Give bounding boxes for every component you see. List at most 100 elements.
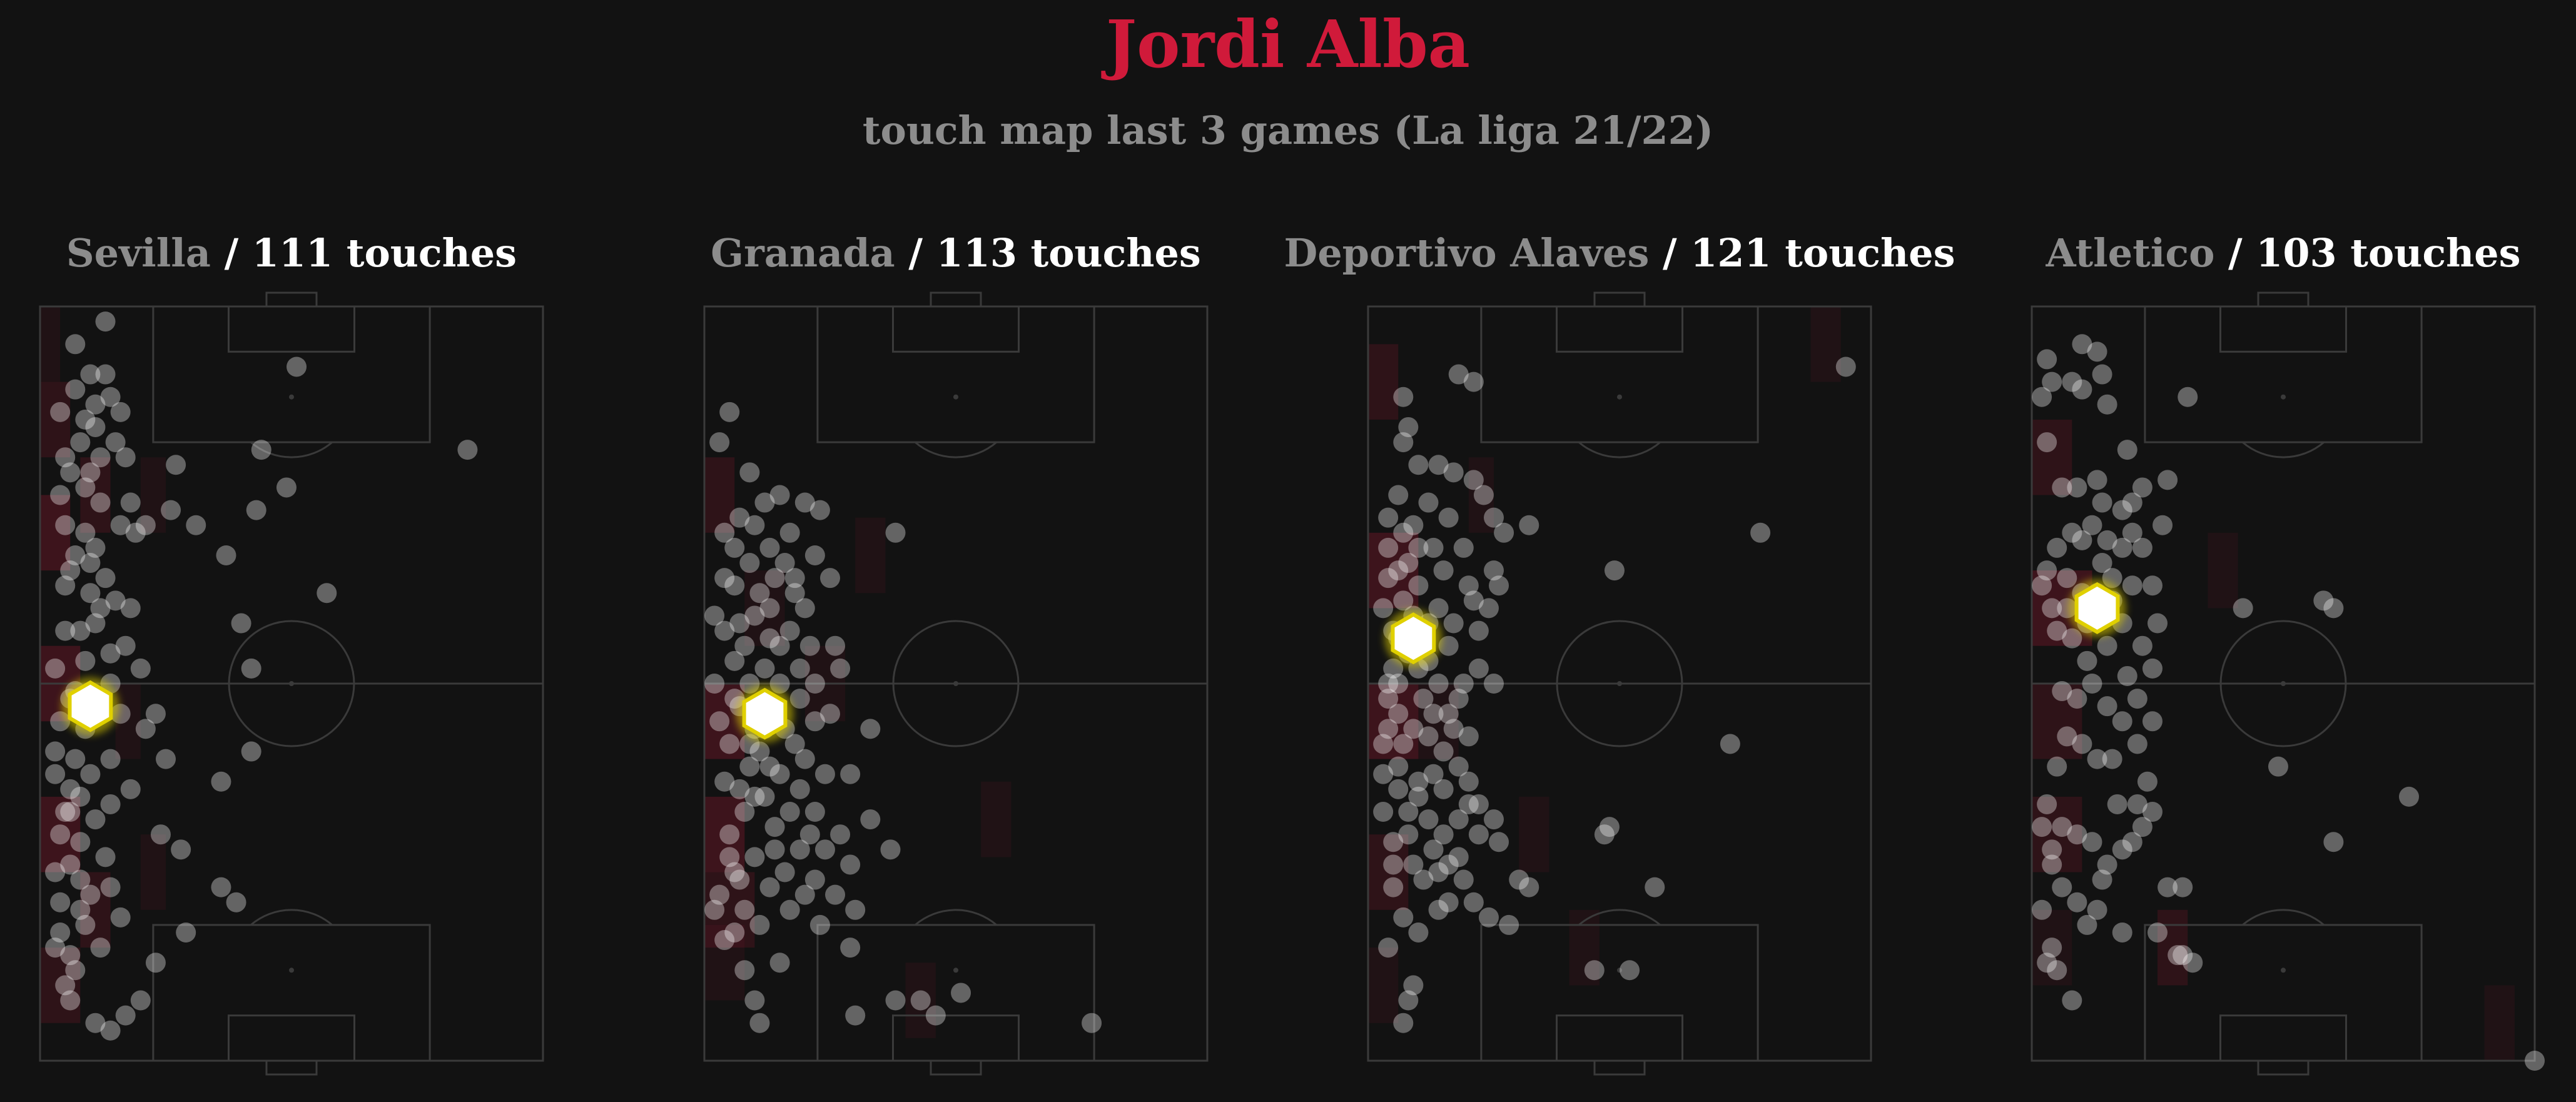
touch-point xyxy=(2399,786,2419,807)
touch-point xyxy=(75,914,96,935)
touch-count: 103 xyxy=(2256,230,2337,276)
touch-point xyxy=(2052,877,2072,897)
touch-point xyxy=(55,447,76,468)
touch-point xyxy=(60,802,81,822)
touch-point xyxy=(50,402,71,422)
touch-point xyxy=(1378,507,1399,528)
touch-point xyxy=(100,387,121,407)
touch-point xyxy=(1398,553,1419,574)
touch-point xyxy=(910,990,931,1011)
touch-point xyxy=(65,749,86,769)
touch-point xyxy=(1423,537,1444,558)
touch-point xyxy=(2072,734,2092,754)
touch-point xyxy=(211,877,231,897)
touch-point xyxy=(2153,515,2173,535)
touch-point xyxy=(769,485,790,505)
touch-point xyxy=(2142,658,2163,679)
heat-bin xyxy=(905,963,936,1038)
touch-point xyxy=(1584,960,1605,981)
touch-point xyxy=(1378,689,1399,709)
heat-bin xyxy=(1368,948,1399,1023)
touch-point xyxy=(120,598,141,619)
touch-point xyxy=(799,635,820,656)
touch-point xyxy=(749,914,770,935)
penalty-area-bottom xyxy=(1480,924,1759,1062)
touch-point xyxy=(714,930,735,951)
touch-point xyxy=(161,500,181,520)
title-separator: / xyxy=(895,230,936,276)
touch-point xyxy=(251,440,271,460)
touch-point xyxy=(739,553,760,574)
touch-point xyxy=(1408,455,1429,475)
touch-point xyxy=(2137,771,2158,792)
touch-point xyxy=(764,817,785,837)
touch-point xyxy=(764,568,785,589)
touch-point xyxy=(724,537,745,558)
touch-point xyxy=(1478,907,1499,928)
touch-point xyxy=(2233,598,2253,619)
touch-point xyxy=(70,620,91,641)
touch-point xyxy=(739,462,760,483)
touch-point xyxy=(80,462,101,483)
heat-bin xyxy=(115,684,141,759)
touch-point xyxy=(2067,477,2087,498)
touch-point xyxy=(1398,824,1419,845)
pitch-granada xyxy=(703,291,1209,1076)
touch-point xyxy=(60,462,81,483)
touch-point xyxy=(754,658,775,679)
touch-point xyxy=(794,492,815,513)
heat-bin xyxy=(80,457,111,533)
touch-point xyxy=(804,545,825,565)
touch-point xyxy=(2087,470,2107,490)
center-spot xyxy=(289,681,294,686)
touch-point xyxy=(860,809,881,830)
touch-point xyxy=(2132,537,2153,558)
penalty-arc-bottom xyxy=(2242,909,2325,926)
touch-point xyxy=(820,568,840,589)
touch-point xyxy=(1373,734,1394,754)
touch-point xyxy=(50,824,71,845)
touch-point xyxy=(1448,809,1469,830)
touch-point xyxy=(2148,613,2168,634)
touch-point xyxy=(734,635,755,656)
touch-point xyxy=(2323,832,2344,852)
touch-point xyxy=(744,605,765,626)
touch-point xyxy=(1388,704,1409,724)
average-position-hexagon xyxy=(742,687,788,740)
touch-point xyxy=(2173,877,2193,897)
touch-point xyxy=(759,756,780,777)
goal-bottom xyxy=(265,1059,318,1076)
touch-point xyxy=(1388,756,1409,777)
heat-bin xyxy=(981,781,1012,857)
average-position-hexagon xyxy=(2074,582,2120,634)
touch-point xyxy=(2087,749,2107,769)
touch-point xyxy=(729,869,750,890)
heat-bin xyxy=(2208,532,2238,609)
penalty-arc-top xyxy=(2242,441,2325,458)
touch-point xyxy=(1403,975,1424,996)
touch-point xyxy=(80,553,101,574)
touch-point xyxy=(2057,568,2077,589)
touch-point xyxy=(729,507,750,528)
touch-point xyxy=(85,613,106,634)
average-position-hexagon xyxy=(68,680,113,732)
touch-point xyxy=(1428,455,1449,475)
penalty-arc-bottom xyxy=(250,909,333,926)
touch-point xyxy=(754,492,775,513)
heat-bin xyxy=(2484,985,2515,1061)
touch-point xyxy=(804,711,825,732)
penalty-arc-top xyxy=(250,441,333,458)
touch-point xyxy=(1393,387,1414,407)
heat-bin xyxy=(40,306,61,382)
touch-point xyxy=(120,492,141,513)
touch-point xyxy=(90,492,111,513)
touch-point xyxy=(1423,839,1444,860)
touch-point xyxy=(709,884,730,905)
touch-point xyxy=(100,877,121,897)
touch-point xyxy=(95,364,116,385)
touch-point xyxy=(1398,802,1419,822)
touch-point xyxy=(1458,726,1479,747)
touch-point xyxy=(1453,869,1474,890)
touch-point xyxy=(2142,802,2163,822)
touch-point xyxy=(1403,854,1424,875)
